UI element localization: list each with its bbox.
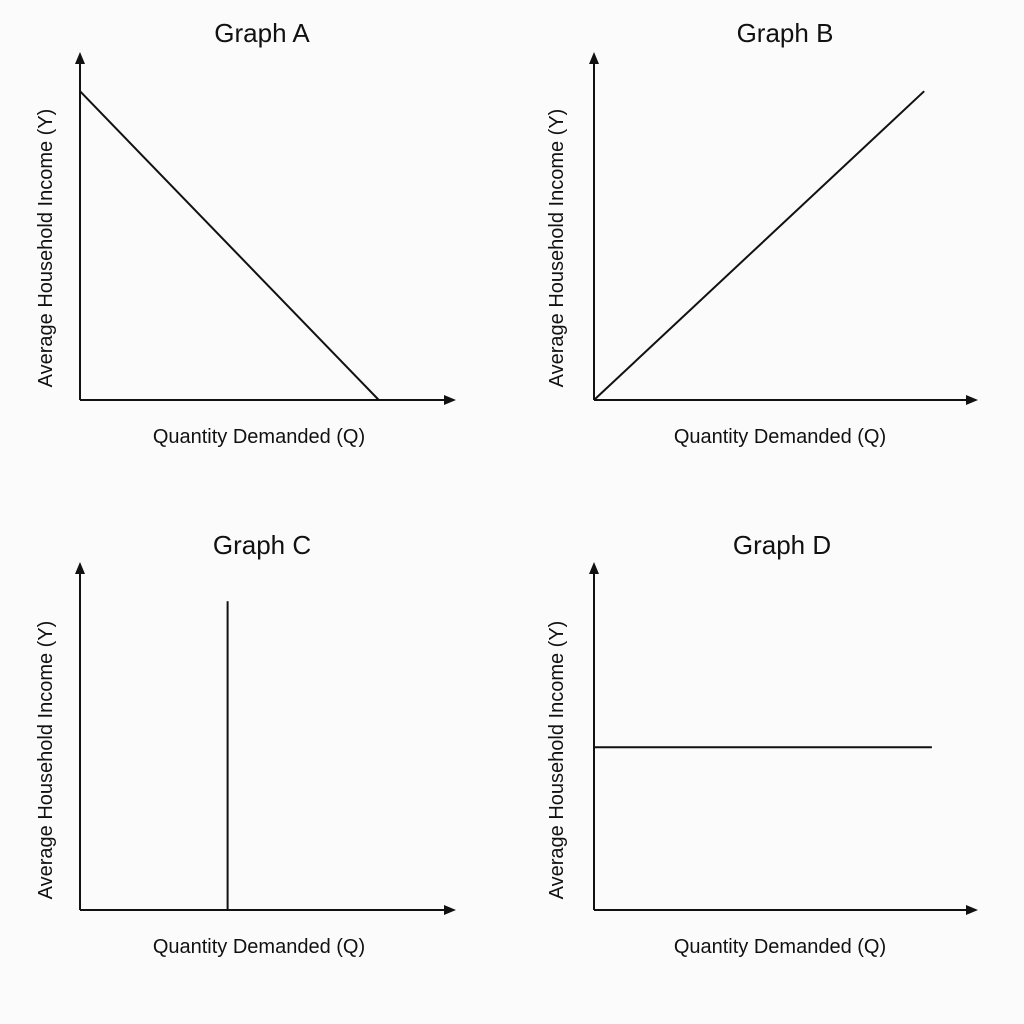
graph-panel-b: Graph B Quantity Demanded (Q) Average Hous… bbox=[546, 18, 978, 448]
y-axis-label: Average Household Income (Y) bbox=[35, 109, 57, 388]
x-axis-label: Quantity Demanded (Q) bbox=[153, 426, 365, 448]
y-axis-label: Average Household Income (Y) bbox=[35, 621, 57, 900]
x-axis-label: Quantity Demanded (Q) bbox=[153, 936, 365, 958]
graph-panel-a: Graph A Quantity Demanded (Q) Average Hous… bbox=[35, 18, 456, 448]
y-axis-arrow-icon bbox=[75, 52, 85, 64]
chart-title: Graph B bbox=[737, 18, 834, 48]
x-axis-arrow-icon bbox=[444, 395, 456, 405]
x-axis-label: Quantity Demanded (Q) bbox=[674, 936, 886, 958]
series-line bbox=[79, 90, 380, 401]
y-axis-arrow-icon bbox=[589, 52, 599, 64]
x-axis-label: Quantity Demanded (Q) bbox=[674, 426, 886, 448]
y-axis-label: Average Household Income (Y) bbox=[546, 621, 568, 900]
x-axis-arrow-icon bbox=[966, 395, 978, 405]
y-axis-arrow-icon bbox=[589, 562, 599, 574]
graph-panel-c: Graph C Quantity Demanded (Q) Average Hous… bbox=[35, 530, 456, 958]
x-axis-arrow-icon bbox=[444, 905, 456, 915]
chart-title: Graph C bbox=[213, 530, 311, 560]
y-axis-label: Average Household Income (Y) bbox=[546, 109, 568, 388]
chart-title: Graph A bbox=[214, 18, 310, 48]
graph-panel-d: Graph D Quantity Demanded (Q) Average Hous… bbox=[546, 530, 978, 958]
y-axis-arrow-icon bbox=[75, 562, 85, 574]
chart-title: Graph D bbox=[733, 530, 831, 560]
series-line bbox=[593, 90, 925, 401]
x-axis-arrow-icon bbox=[966, 905, 978, 915]
